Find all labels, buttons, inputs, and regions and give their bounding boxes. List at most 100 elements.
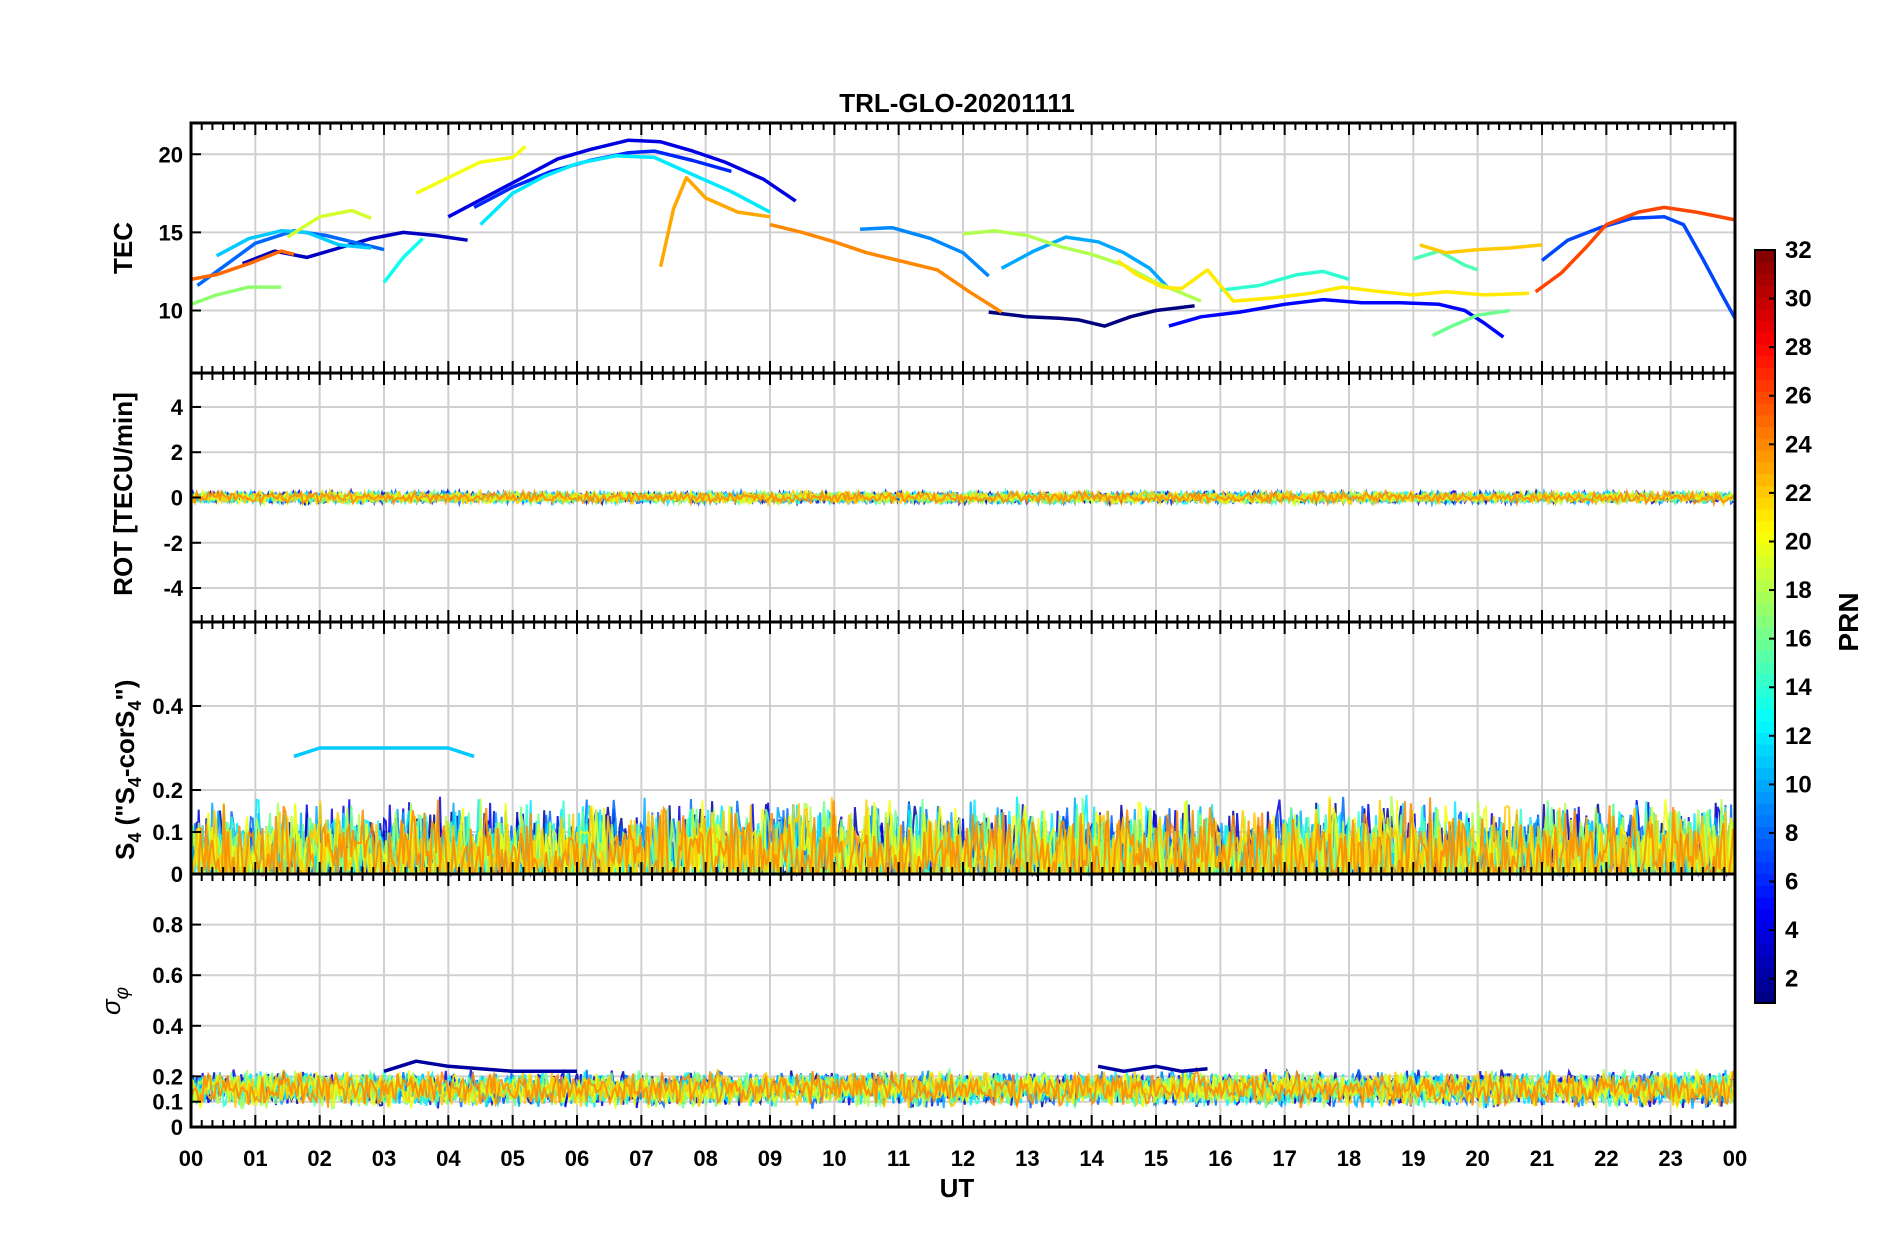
colorbar-tick-label: 18 — [1785, 577, 1812, 604]
y-tick-label: 2 — [171, 440, 183, 465]
colorbar-tick-label: 2 — [1785, 966, 1798, 993]
colorbar-swatch — [1755, 532, 1775, 545]
x-tick-label: 04 — [436, 1146, 461, 1171]
prn-series-line — [962, 229, 1202, 303]
x-tick-labels: 00 01 02 03 04 05 06 07 08 09 10 11 12 13 14 15 16 17 18 19… — [179, 1146, 1747, 1171]
colorbar-swatch — [1755, 555, 1775, 569]
colorbar-swatch — [1755, 402, 1775, 416]
series-group — [293, 746, 475, 759]
x-tick-label: 03 — [372, 1146, 396, 1171]
colorbar-tick-label: 16 — [1785, 626, 1812, 653]
colorbar-swatch — [1755, 450, 1775, 463]
colorbar-tick-label: 32 — [1785, 237, 1812, 264]
colorbar-swatch — [1755, 485, 1775, 498]
tec-panel: 10 15 20 — [159, 121, 1737, 375]
colorbar-swatch — [1755, 979, 1775, 992]
colorbar-swatch — [1755, 697, 1775, 710]
y-axis-labels: TEC ROT [TECU/min] S4 ("S4-corS4") σφ — [96, 222, 145, 1015]
colorbar-swatch — [1755, 567, 1775, 581]
x-tick-label: 09 — [758, 1146, 782, 1171]
y-tick-labels: -4 -2 0 2 4 — [163, 395, 201, 601]
colorbar-swatch — [1755, 661, 1775, 675]
colorbar-swatch — [1755, 850, 1775, 863]
prn-series-line — [293, 746, 475, 759]
colorbar-swatch — [1755, 944, 1775, 957]
prn-series-line — [382, 237, 424, 284]
prn-series-line — [479, 154, 771, 226]
prn-series-line — [415, 145, 527, 195]
colorbar-swatch — [1755, 720, 1775, 733]
trace-band — [190, 1065, 1735, 1111]
colorbar-swatch — [1755, 755, 1775, 769]
colorbar-swatch — [1755, 544, 1775, 557]
colorbar-swatch — [1755, 861, 1775, 875]
s4-panel: 0 0.1 0.2 0.4 — [152, 620, 1737, 887]
colorbar-swatch — [1755, 885, 1775, 898]
colorbar-swatch — [1755, 508, 1775, 522]
y-tick-label: -4 — [163, 576, 183, 601]
y-tick-label: 0.2 — [152, 778, 183, 803]
prn-series-line — [286, 208, 372, 239]
colorbar-label: PRN — [1833, 592, 1864, 651]
colorbar-swatch — [1755, 802, 1775, 816]
colorbar-swatch — [1755, 591, 1775, 604]
colorbar-swatch — [1755, 826, 1775, 839]
x-tick-label: 23 — [1658, 1146, 1682, 1171]
y-tick-label: 20 — [159, 142, 183, 167]
x-tick-label: 12 — [951, 1146, 975, 1171]
x-tick-label: 16 — [1208, 1146, 1232, 1171]
y-tick-label: 0.1 — [152, 820, 183, 845]
chart-title: TRL-GLO-20201111 — [839, 88, 1075, 118]
colorbar-swatch — [1755, 744, 1775, 757]
prn-series-line — [1431, 308, 1511, 338]
colorbar-swatch — [1755, 650, 1775, 663]
colorbar-swatch — [1755, 273, 1775, 286]
colorbar-frame — [1754, 249, 1776, 1004]
colorbar-swatch — [1755, 626, 1775, 639]
x-tick-label: 07 — [629, 1146, 653, 1171]
x-tick-label: 00 — [179, 1146, 203, 1171]
s4-y-label: S4 ("S4-corS4") — [110, 680, 145, 860]
band-trace — [190, 487, 1734, 508]
colorbar-swatch — [1755, 814, 1775, 828]
y-tick-label: 0 — [171, 1115, 183, 1140]
colorbar-tick-label: 20 — [1785, 528, 1812, 555]
y-tick-label: 15 — [159, 220, 183, 245]
prn-series-line — [988, 304, 1195, 328]
colorbar-swatch — [1755, 250, 1775, 263]
colorbar-swatch — [1755, 708, 1775, 722]
x-tick-label: 01 — [243, 1146, 267, 1171]
x-tick-label: 05 — [500, 1146, 524, 1171]
colorbar-swatch — [1755, 897, 1775, 910]
prn-series-line — [1116, 259, 1530, 303]
y-tick-label: 10 — [159, 299, 183, 324]
rot-y-label: ROT [TECU/min] — [108, 392, 138, 596]
colorbar-swatch — [1755, 920, 1775, 934]
colorbar-tick-label: 26 — [1785, 383, 1812, 410]
colorbar-tick-label: 22 — [1785, 480, 1812, 507]
colorbar-swatch — [1755, 791, 1775, 804]
colorbar-swatch — [1755, 579, 1775, 592]
colorbar-swatch — [1755, 685, 1775, 698]
y-tick-label: 0 — [171, 862, 183, 887]
y-tick-label: -2 — [163, 531, 183, 556]
colorbar-swatch — [1755, 873, 1775, 886]
colorbar-swatch — [1755, 602, 1775, 616]
colorbar-swatch — [1755, 379, 1775, 392]
x-tick-label: 21 — [1530, 1146, 1554, 1171]
x-tick-label: 19 — [1401, 1146, 1425, 1171]
y-tick-labels: 0 0.1 0.2 0.4 — [152, 694, 201, 887]
colorbar-swatch — [1755, 614, 1775, 628]
colorbar-swatch — [1755, 638, 1775, 651]
prn-series-line — [1000, 235, 1171, 290]
colorbar-swatch — [1755, 732, 1775, 745]
colorbar-swatch — [1755, 473, 1775, 486]
rot-panel: -4 -2 0 2 4 — [163, 371, 1737, 624]
x-tick-label: 17 — [1272, 1146, 1296, 1171]
colorbar-swatch — [1755, 285, 1775, 298]
prn-series-line — [1412, 249, 1479, 272]
x-minor-ticks — [190, 874, 1736, 1127]
prn-series-line — [1419, 243, 1543, 255]
